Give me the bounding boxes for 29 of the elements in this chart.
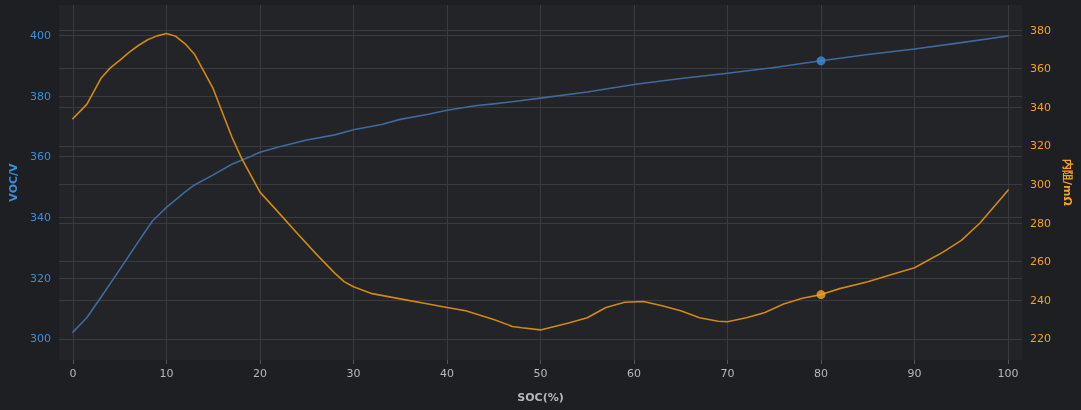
y2-tick-label: 240 [1030,293,1052,307]
x-tick-label: 0 [69,367,77,380]
y2-tick-label: 220 [1030,332,1052,346]
x-tick-label: 80 [814,367,829,380]
x-tick-label: 10 [159,367,174,380]
x-tick-label: 60 [627,367,642,380]
y-tick-label: 380 [29,89,51,103]
x-tick-label: 90 [907,367,922,380]
y2-tick-label: 340 [1030,100,1052,114]
y2-tick-label: 360 [1030,62,1052,76]
y-tick-label: 340 [29,210,51,224]
y2-tick-label: 380 [1030,23,1052,37]
y-tick-label: 360 [29,150,51,164]
x-tick-label: 20 [252,367,267,380]
y2-tick-label: 300 [1030,177,1052,191]
x-axis-title: SOC(%) [517,391,564,404]
x-tick-label: 100 [997,367,1019,380]
y-tick-label: 320 [29,271,51,285]
x-tick-label: 40 [439,367,454,380]
y-axis-title: VOC/V [7,162,20,202]
y2-axis-title: 内阻/mΩ [1061,159,1074,207]
y2-tick-label: 320 [1030,139,1052,153]
y2-tick-label: 260 [1030,255,1052,269]
x-tick-label: 50 [533,367,548,380]
y-tick-label: 300 [29,332,51,346]
x-tick-label: 30 [346,367,361,380]
x-tick-label: 70 [720,367,735,380]
y-tick-label: 400 [29,28,51,42]
y2-tick-label: 280 [1030,216,1052,230]
